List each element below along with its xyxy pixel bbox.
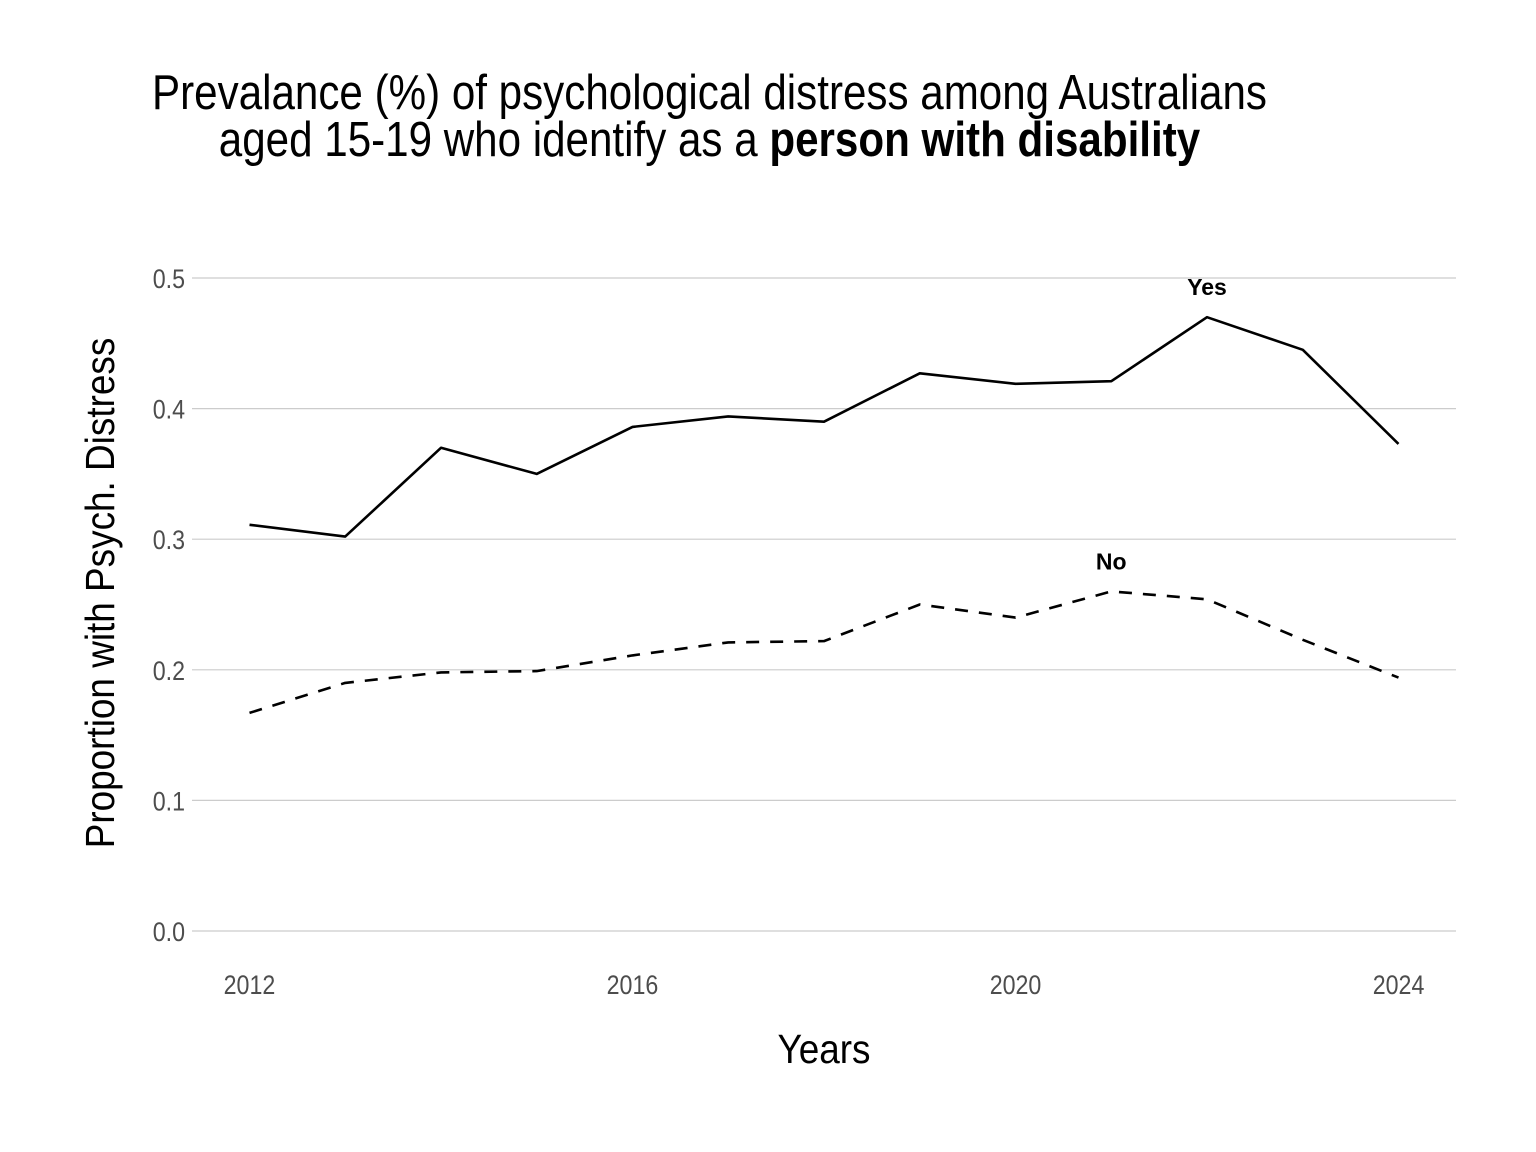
tick-labels: 0.0 0.1 0.2 0.3 0.4 0.5 2012 2016 2020 2024: [153, 264, 1425, 1000]
y-axis-title: Proportion with Psych. Distress: [78, 338, 123, 849]
series-label-yes: Yes: [1187, 274, 1227, 300]
x-tick-label: 2016: [607, 970, 659, 1000]
series-label-no: No: [1096, 548, 1127, 574]
chart-title-line-2: aged 15-19 who identify as a person with…: [0, 116, 1419, 165]
series-labels: Yes No: [1096, 274, 1227, 574]
x-tick-label: 2020: [990, 970, 1042, 1000]
series-lines: [249, 315, 1400, 715]
y-tick-label: 0.5: [153, 264, 185, 294]
y-tick-label: 0.1: [153, 787, 185, 817]
gridlines: [192, 277, 1456, 932]
chart-title-line-1: Prevalance (%) of psychological distress…: [152, 66, 1267, 120]
chart-title: Prevalance (%) of psychological distress…: [0, 66, 1419, 165]
chart-title-line-2-prefix: aged 15-19 who identify as a: [218, 113, 770, 167]
x-tick-label: 2012: [224, 970, 276, 1000]
chart-title-line-2-bold: person with disability: [769, 113, 1201, 167]
x-tick-label: 2024: [1373, 970, 1425, 1000]
y-tick-label: 0.3: [153, 526, 185, 556]
x-axis-title: Years: [777, 1027, 870, 1072]
y-tick-label: 0.0: [153, 917, 185, 947]
y-tick-label: 0.2: [153, 656, 185, 686]
series-line-yes: [249, 315, 1400, 538]
y-tick-label: 0.4: [153, 395, 185, 425]
series-line-no: [249, 590, 1399, 715]
